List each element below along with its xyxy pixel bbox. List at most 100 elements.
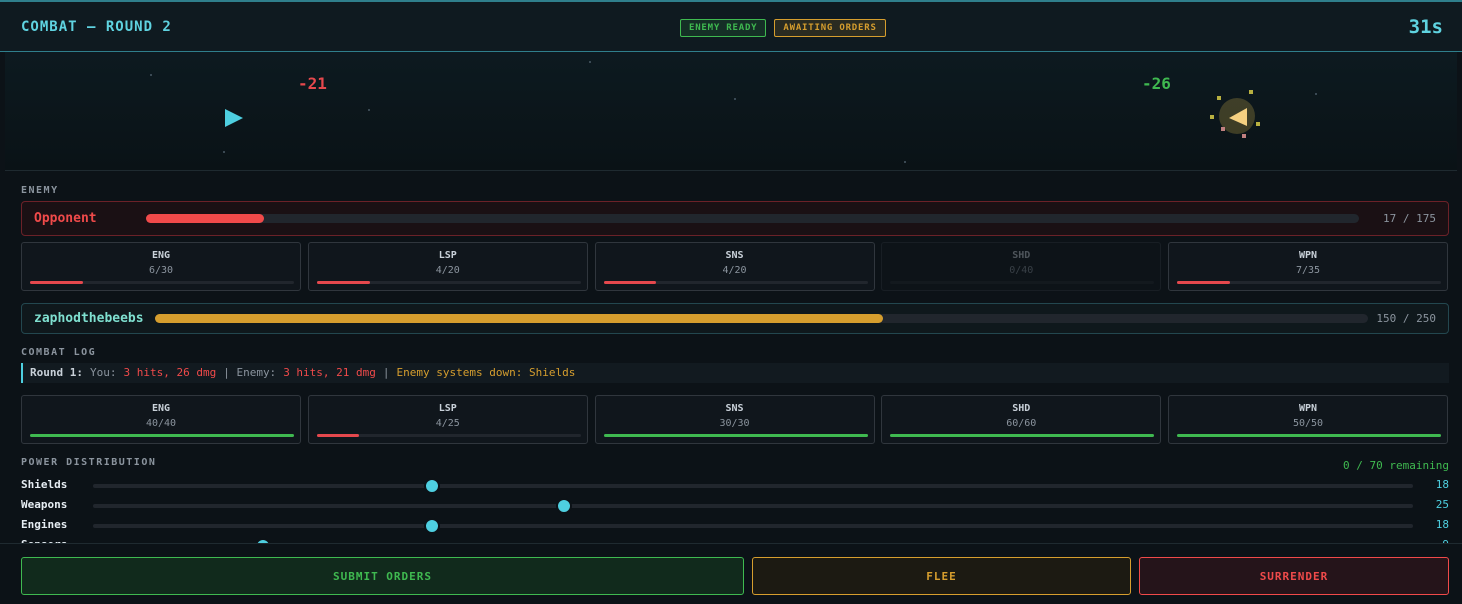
bar-track — [155, 313, 1368, 323]
bar-fill — [890, 434, 1155, 437]
slider-label: Engines — [21, 518, 68, 531]
player-hull: zaphodthebeebs 150 / 250 — [21, 303, 1449, 334]
system-card: SNS 4/20 — [594, 242, 875, 291]
system-label: LSP — [438, 403, 457, 414]
log-entry: Round 1: You: 3 hits, 26 dmg | Enemy: 3 hits… — [21, 363, 1449, 383]
system-value: 50/50 — [1292, 418, 1324, 429]
system-label: ENG — [151, 403, 171, 414]
system-card: LSP 4/25 — [307, 395, 588, 444]
slider-label: Shields — [21, 478, 68, 491]
action-button[interactable]: SURRENDER — [1139, 557, 1449, 595]
slider-thumb[interactable] — [424, 518, 441, 534]
player-name: zaphodthebeebs — [34, 310, 144, 326]
button-label: FLEE — [926, 569, 957, 583]
battle-view: -21 -26 — [5, 52, 1457, 171]
bar-track — [1177, 281, 1441, 284]
bar-track — [603, 281, 868, 284]
section-label: POWER DISTRIBUTION — [21, 457, 157, 468]
slider-thumb[interactable] — [556, 498, 573, 514]
hull-text: 17 / 175 — [1383, 211, 1436, 225]
power-remaining: 0 / 70 remaining — [1343, 459, 1449, 472]
status-badge: ENEMY READY — [680, 19, 767, 37]
system-card: SHD 60/60 — [881, 395, 1162, 444]
system-label: WPN — [1298, 403, 1318, 414]
bar-fill — [146, 213, 264, 223]
slider-label: Weapons — [21, 498, 68, 511]
system-label: LSP — [438, 250, 457, 261]
system-value: 0/40 — [1009, 265, 1034, 276]
bar-fill — [316, 281, 370, 284]
system-card: WPN 50/50 — [1168, 395, 1448, 444]
log-segment: You: — [89, 366, 117, 379]
system-label: WPN — [1298, 250, 1318, 261]
battle-scene — [150, 61, 1317, 163]
enemy-hull: Opponent 17 / 175 — [21, 201, 1449, 236]
log-segment: | — [382, 366, 390, 379]
stars — [150, 61, 1317, 163]
bar-fill — [1177, 434, 1441, 437]
bar-track — [316, 434, 581, 437]
bar-fill — [603, 434, 868, 437]
system-value: 7/35 — [1295, 265, 1321, 276]
action-button[interactable]: FLEE — [752, 557, 1131, 595]
system-value: 4/25 — [435, 418, 460, 429]
bar-fill — [316, 434, 359, 437]
player-ship — [225, 109, 243, 127]
system-label: SHD — [1012, 250, 1031, 261]
bar-track — [30, 281, 294, 284]
footer: SUBMIT ORDERS FLEE SURRENDER — [0, 543, 1462, 604]
bar-fill — [30, 281, 83, 284]
bar-fill — [155, 313, 883, 323]
bar-track — [890, 281, 1155, 284]
button-label: SUBMIT ORDERS — [332, 569, 433, 583]
system-card: SNS 30/30 — [594, 395, 875, 444]
log-segment: Round 1: — [30, 366, 83, 379]
slider-track[interactable] — [93, 518, 1413, 534]
timer: 31s — [1408, 16, 1443, 38]
bar-fill — [30, 434, 294, 437]
main-panel: ENEMY Opponent 17 / 175 ENG 6/30 LSP 4/20 SNS 4/… — [0, 171, 1462, 604]
title: COMBAT — ROUND 2 — [21, 19, 172, 35]
slider-value: 18 — [1435, 518, 1449, 531]
button-label: SURRENDER — [1259, 569, 1329, 583]
slider-value: 18 — [1435, 478, 1449, 491]
system-card: ENG 6/30 — [21, 242, 301, 291]
damage-dealt-to-player: -21 — [298, 74, 327, 93]
system-value: 40/40 — [145, 418, 177, 429]
system-value: 4/20 — [435, 265, 460, 276]
damage-dealt-to-enemy: -26 — [1142, 74, 1171, 93]
header: COMBAT — ROUND 2 31s ENEMY READY AWAITING… — [0, 0, 1462, 52]
system-value: 4/20 — [722, 265, 747, 276]
enemy-name: Opponent — [34, 210, 97, 226]
bar-track — [890, 434, 1155, 437]
slider-track[interactable] — [93, 498, 1413, 514]
system-label: ENG — [151, 250, 171, 261]
slider-thumb[interactable] — [424, 478, 441, 494]
system-label: SNS — [725, 250, 744, 261]
log-segment: 3 hits, 21 dmg — [283, 366, 376, 379]
action-button[interactable]: SUBMIT ORDERS — [21, 557, 744, 595]
hull-text: 150 / 250 — [1376, 311, 1436, 325]
bar-fill — [603, 281, 657, 284]
log-segment: 3 hits, 26 dmg — [123, 366, 217, 379]
bar-track — [146, 213, 1359, 223]
system-card: LSP 4/20 — [307, 242, 588, 291]
slider-track[interactable] — [93, 478, 1413, 494]
log-segment: | Enemy: — [223, 366, 277, 379]
system-card: WPN 7/35 — [1168, 242, 1448, 291]
bar-track — [30, 434, 294, 437]
system-card: SHD 0/40 — [881, 242, 1162, 291]
status-badge: AWAITING ORDERS — [774, 19, 886, 37]
bar-track — [603, 434, 868, 437]
system-value: 60/60 — [1006, 418, 1037, 429]
system-label: SHD — [1012, 403, 1031, 414]
badges: ENEMY READY AWAITING ORDERS — [680, 19, 886, 37]
bar-track — [316, 281, 581, 284]
system-card: ENG 40/40 — [21, 395, 301, 444]
section-label: COMBAT LOG — [21, 347, 97, 358]
log-segment: Enemy systems down: Shields — [396, 366, 576, 379]
enemy-ship — [1229, 108, 1247, 126]
system-value: 6/30 — [148, 265, 174, 276]
debris — [1210, 90, 1260, 138]
